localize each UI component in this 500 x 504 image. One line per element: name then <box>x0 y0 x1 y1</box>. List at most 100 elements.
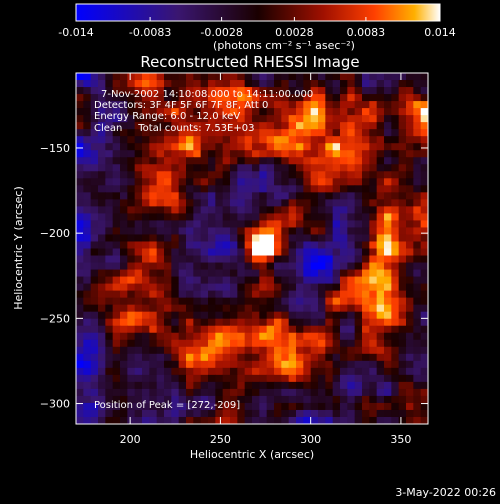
heatmap-cell <box>142 234 150 243</box>
heatmap-cell <box>230 360 238 369</box>
heatmap-cell <box>252 311 260 320</box>
heatmap-cell <box>134 115 143 123</box>
heatmap-cell <box>208 360 216 369</box>
heatmap-cell <box>120 262 128 271</box>
heatmap-cell <box>369 241 378 250</box>
heatmap-cell <box>215 115 224 123</box>
heatmap-cell <box>193 73 202 81</box>
heatmap-cell <box>325 73 334 81</box>
heatmap-cell <box>149 73 158 81</box>
heatmap-cell <box>325 171 334 179</box>
heatmap-cell <box>340 220 348 229</box>
heatmap-cell <box>127 192 136 200</box>
heatmap-cell <box>420 164 428 172</box>
heatmap-cell <box>384 388 392 397</box>
heatmap-cell <box>105 325 114 334</box>
heatmap-cell <box>90 276 99 285</box>
heatmap-cell <box>347 73 356 81</box>
colorbar-ticks: -0.014 -0.0083 -0.0028 0.0028 0.0083 0.014 <box>58 17 456 39</box>
heatmap-cell <box>369 80 378 88</box>
heatmap-cell <box>318 241 326 250</box>
heatmap-cell <box>303 325 312 334</box>
heatmap-cell <box>193 178 202 186</box>
heatmap-cell <box>156 199 165 207</box>
heatmap-cell <box>376 311 385 320</box>
heatmap-cell <box>288 290 297 299</box>
heatmap-cell <box>303 290 312 299</box>
heatmap-cell <box>420 199 428 207</box>
heatmap-cell <box>230 339 238 348</box>
heatmap-cell <box>281 339 290 348</box>
heatmap-cell <box>164 318 172 327</box>
heatmap-cell <box>142 325 150 334</box>
heatmap-cell <box>112 332 121 341</box>
heatmap-cell <box>391 283 400 292</box>
heatmap-cell <box>186 353 194 362</box>
heatmap-cell <box>288 381 297 390</box>
heatmap-cell <box>281 199 290 207</box>
heatmap-cell <box>310 178 319 186</box>
heatmap-cell <box>332 213 341 222</box>
heatmap-cell <box>274 115 282 123</box>
heatmap-cell <box>325 360 334 369</box>
heatmap-cell <box>244 353 253 362</box>
heatmap-cell <box>186 276 194 285</box>
heatmap-cell <box>244 122 253 130</box>
heatmap-cell <box>208 269 216 278</box>
heatmap-cell <box>318 122 326 130</box>
heatmap-cell <box>398 192 407 200</box>
heatmap-cell <box>178 199 187 207</box>
heatmap-cell <box>310 269 319 278</box>
heatmap-cell <box>222 227 231 236</box>
heatmap-cell <box>398 297 407 306</box>
heatmap-cell <box>325 388 334 397</box>
heatmap-cell <box>332 178 341 186</box>
heatmap-cell <box>384 304 392 313</box>
heatmap-cell <box>237 213 246 222</box>
heatmap-cell <box>303 353 312 362</box>
heatmap-cell <box>259 283 268 292</box>
heatmap-cell <box>112 220 121 229</box>
heatmap-cell <box>164 325 172 334</box>
heatmap-cell <box>90 318 99 327</box>
heatmap-cell <box>156 171 165 179</box>
heatmap-cell <box>208 318 216 327</box>
heatmap-cell <box>215 304 224 313</box>
heatmap-cell <box>134 143 143 151</box>
heatmap-cell <box>237 129 246 137</box>
heatmap-cell <box>164 206 172 214</box>
heatmap-cell <box>186 220 194 229</box>
heatmap-cell <box>83 416 92 424</box>
heatmap-cell <box>76 395 84 404</box>
heatmap-cell <box>90 241 99 250</box>
heatmap-cell <box>391 381 400 390</box>
heatmap-cell <box>178 360 187 369</box>
heatmap-cell <box>244 360 253 369</box>
heatmap-cell <box>120 136 128 144</box>
heatmap-cell <box>332 346 341 355</box>
heatmap-cell <box>171 122 180 130</box>
heatmap-cell <box>318 262 326 271</box>
heatmap-cell <box>186 325 194 334</box>
heatmap-cell <box>310 304 319 313</box>
heatmap-cell <box>296 304 304 313</box>
heatmap-cell <box>156 255 165 264</box>
heatmap-cell <box>171 311 180 320</box>
heatmap-cell <box>391 304 400 313</box>
heatmap-cell <box>208 129 216 137</box>
heatmap-cell <box>193 157 202 165</box>
heatmap-cell <box>413 346 422 355</box>
heatmap-cell <box>112 255 121 264</box>
heatmap-cell <box>362 367 370 376</box>
heatmap-cell <box>384 115 392 123</box>
heatmap-cell <box>112 73 121 81</box>
heatmap-cell <box>178 178 187 186</box>
heatmap-cell <box>296 101 304 109</box>
heatmap-cell <box>376 290 385 299</box>
heatmap-cell <box>76 150 84 158</box>
heatmap-cell <box>120 290 128 299</box>
heatmap-cell <box>105 115 114 123</box>
heatmap-cell <box>230 101 238 109</box>
heatmap-cell <box>362 192 370 200</box>
heatmap-cell <box>105 416 114 424</box>
